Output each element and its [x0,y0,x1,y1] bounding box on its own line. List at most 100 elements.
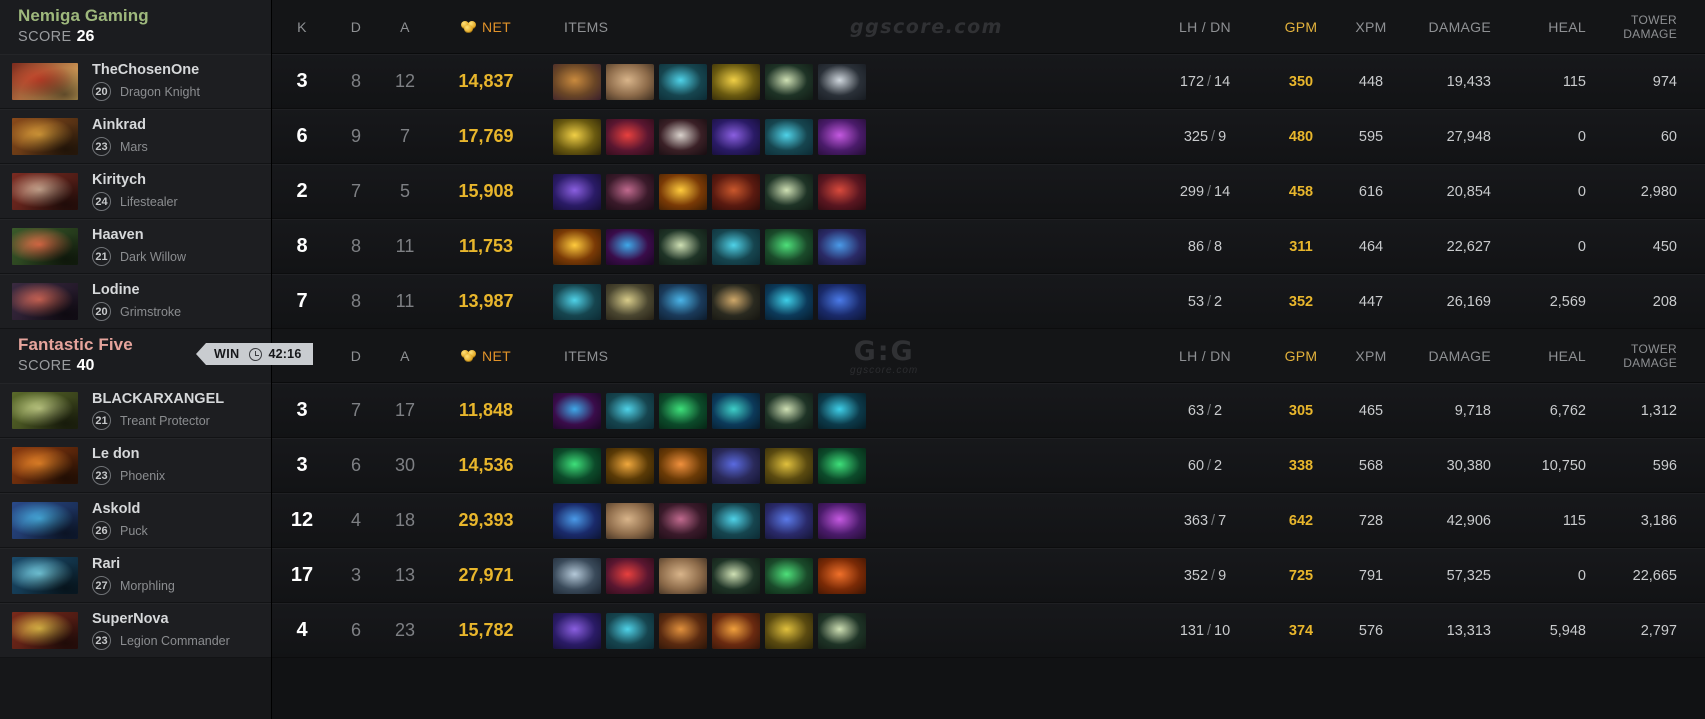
list-item[interactable]: SuperNova 23 Legion Commander [0,603,271,658]
col-header-lh-dn[interactable]: LH / DN [1179,347,1231,364]
item-icon[interactable] [606,392,654,429]
player-nickname[interactable]: SuperNova [92,611,169,627]
col-header-tower-damage[interactable]: TOWER DAMAGE [1601,13,1705,41]
item-icon[interactable] [818,392,866,429]
item-icon[interactable] [818,557,866,594]
player-nickname[interactable]: Ainkrad [92,117,146,133]
list-item[interactable]: Kiritych 24 Lifestealer [0,164,271,219]
col-header-assists[interactable]: A [400,18,410,35]
col-header-gpm[interactable]: GPM [1284,18,1318,35]
item-icon[interactable] [765,283,813,320]
item-icon[interactable] [712,612,760,649]
item-icon[interactable] [659,447,707,484]
col-header-kills[interactable]: K [297,18,307,35]
col-header-heal[interactable]: HEAL [1548,347,1586,364]
item-icon[interactable] [553,502,601,539]
list-item[interactable]: Haaven 21 Dark Willow [0,219,271,274]
table-row[interactable]: 12 4 18 29,393 363/7 642 728 42,906 115 … [272,493,1705,548]
list-item[interactable]: Lodine 20 Grimstroke [0,274,271,329]
item-icon[interactable] [818,283,866,320]
col-header-lh-dn[interactable]: LH / DN [1179,18,1231,35]
item-icon[interactable] [712,283,760,320]
player-nickname[interactable]: Rari [92,556,121,572]
col-header-net[interactable]: NET [430,348,542,364]
item-icon[interactable] [818,173,866,210]
player-nickname[interactable]: Lodine [92,282,140,298]
item-icon[interactable] [765,118,813,155]
item-icon[interactable] [765,557,813,594]
team-name[interactable]: Nemiga Gaming [18,6,149,25]
item-icon[interactable] [712,228,760,265]
item-icon[interactable] [553,557,601,594]
item-icon[interactable] [765,392,813,429]
item-icon[interactable] [659,63,707,100]
col-header-tower-damage[interactable]: TOWER DAMAGE [1601,342,1705,370]
col-header-damage[interactable]: DAMAGE [1428,347,1491,364]
table-row[interactable]: 3 6 30 14,536 60/2 338 568 30,380 10,750… [272,438,1705,493]
item-icon[interactable] [818,612,866,649]
list-item[interactable]: Le don 23 Phoenix [0,438,271,493]
item-icon[interactable] [818,502,866,539]
table-row[interactable]: 17 3 13 27,971 352/9 725 791 57,325 0 22… [272,548,1705,603]
item-icon[interactable] [659,392,707,429]
item-icon[interactable] [606,557,654,594]
player-nickname[interactable]: Kiritych [92,172,146,188]
table-row[interactable]: 7 8 11 13,987 53/2 352 447 26,169 2,569 … [272,274,1705,329]
table-row[interactable]: 3 7 17 11,848 63/2 305 465 9,718 6,762 1… [272,383,1705,438]
col-header-xpm[interactable]: XPM [1355,347,1387,364]
item-icon[interactable] [765,63,813,100]
player-nickname[interactable]: Le don [92,446,140,462]
table-row[interactable]: 8 8 11 11,753 86/8 311 464 22,627 0 450 [272,219,1705,274]
item-icon[interactable] [606,63,654,100]
col-header-net[interactable]: NET [430,19,542,35]
player-nickname[interactable]: Askold [92,501,141,517]
item-icon[interactable] [659,502,707,539]
table-row[interactable]: 4 6 23 15,782 131/10 374 576 13,313 5,94… [272,603,1705,658]
item-icon[interactable] [606,173,654,210]
player-nickname[interactable]: TheChosenOne [92,62,200,78]
item-icon[interactable] [765,447,813,484]
item-icon[interactable] [553,63,601,100]
item-icon[interactable] [659,557,707,594]
list-item[interactable]: Askold 26 Puck [0,493,271,548]
item-icon[interactable] [712,118,760,155]
table-row[interactable]: 3 8 12 14,837 172/14 350 448 19,433 115 … [272,54,1705,109]
col-header-xpm[interactable]: XPM [1355,18,1387,35]
col-header-heal[interactable]: HEAL [1548,18,1586,35]
item-icon[interactable] [765,173,813,210]
item-icon[interactable] [765,612,813,649]
item-icon[interactable] [606,447,654,484]
player-nickname[interactable]: Haaven [92,227,144,243]
list-item[interactable]: BLACKARXANGEL 21 Treant Protector [0,383,271,438]
item-icon[interactable] [553,392,601,429]
item-icon[interactable] [712,63,760,100]
item-icon[interactable] [659,283,707,320]
list-item[interactable]: Rari 27 Morphling [0,548,271,603]
item-icon[interactable] [553,118,601,155]
item-icon[interactable] [818,447,866,484]
col-header-damage[interactable]: DAMAGE [1428,18,1491,35]
col-header-assists[interactable]: A [400,347,410,364]
item-icon[interactable] [659,612,707,649]
item-icon[interactable] [765,228,813,265]
player-nickname[interactable]: BLACKARXANGEL [92,391,225,407]
item-icon[interactable] [712,173,760,210]
item-icon[interactable] [818,63,866,100]
item-icon[interactable] [553,447,601,484]
item-icon[interactable] [553,228,601,265]
item-icon[interactable] [818,118,866,155]
list-item[interactable]: Ainkrad 23 Mars [0,109,271,164]
item-icon[interactable] [553,173,601,210]
col-header-deaths[interactable]: D [350,347,362,364]
item-icon[interactable] [553,612,601,649]
item-icon[interactable] [606,228,654,265]
item-icon[interactable] [712,502,760,539]
item-icon[interactable] [659,228,707,265]
item-icon[interactable] [553,283,601,320]
col-header-gpm[interactable]: GPM [1284,347,1318,364]
item-icon[interactable] [712,557,760,594]
item-icon[interactable] [659,173,707,210]
table-row[interactable]: 2 7 5 15,908 299/14 458 616 20,854 0 2,9… [272,164,1705,219]
item-icon[interactable] [659,118,707,155]
item-icon[interactable] [606,502,654,539]
